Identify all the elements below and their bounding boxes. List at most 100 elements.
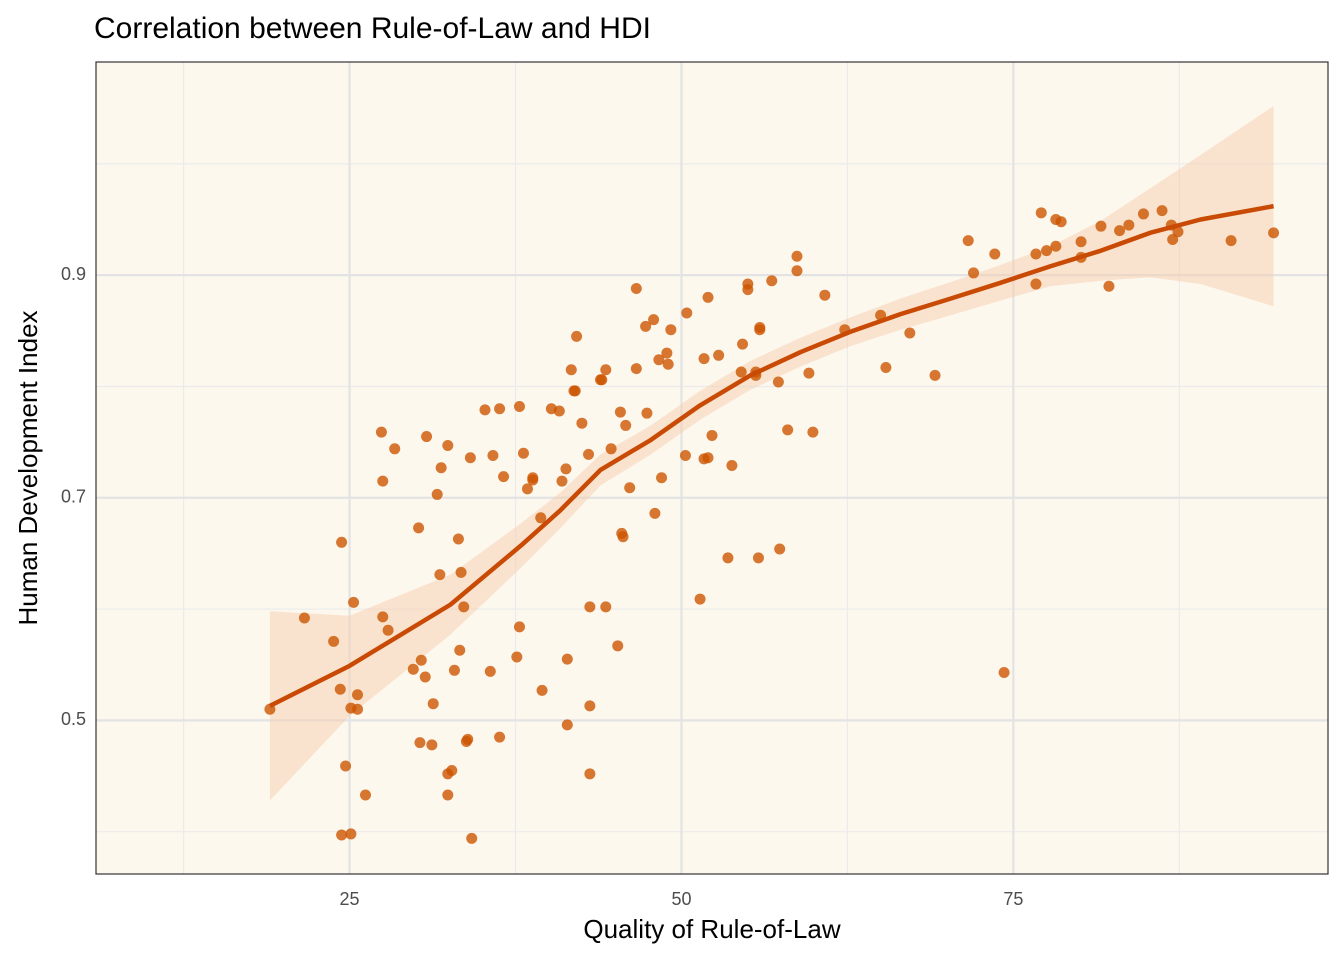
point	[565, 364, 577, 376]
confidence-band	[269, 105, 1274, 801]
point	[556, 475, 568, 487]
point	[517, 447, 529, 459]
point	[600, 601, 612, 613]
point	[766, 275, 778, 287]
point	[752, 552, 764, 564]
plot-border	[95, 61, 1329, 875]
point	[536, 684, 548, 696]
point	[754, 324, 766, 336]
x-tick-label: 75	[1003, 889, 1023, 909]
point	[435, 462, 447, 474]
point	[1035, 207, 1047, 219]
point	[377, 611, 389, 623]
point	[348, 596, 360, 608]
point	[462, 733, 474, 745]
point	[1095, 220, 1107, 232]
point	[681, 307, 693, 319]
point	[648, 314, 660, 326]
point	[620, 419, 632, 431]
point	[819, 289, 831, 301]
trend-line	[268, 203, 1274, 708]
point	[1055, 216, 1067, 228]
point	[514, 401, 525, 413]
point	[561, 719, 573, 731]
point	[614, 406, 626, 418]
point	[484, 665, 496, 677]
point	[722, 552, 734, 564]
point	[989, 248, 1001, 260]
y-tick-label: 0.7	[61, 487, 86, 507]
point	[479, 404, 491, 416]
point	[605, 443, 617, 455]
point	[569, 385, 581, 397]
point	[641, 407, 653, 419]
point	[454, 644, 466, 656]
point	[630, 283, 642, 295]
point	[576, 417, 588, 429]
point	[340, 760, 352, 772]
point	[407, 663, 419, 675]
point	[584, 768, 596, 780]
point	[464, 452, 476, 464]
point	[458, 601, 470, 613]
point	[791, 250, 803, 262]
point	[448, 664, 460, 676]
point	[415, 654, 427, 666]
point	[1030, 248, 1042, 260]
point	[1075, 236, 1087, 248]
point	[421, 431, 433, 443]
point	[1114, 225, 1126, 237]
x-axis-label: Quality of Rule-of-Law	[583, 914, 840, 944]
y-axis-label: Human Development Index	[13, 310, 43, 625]
point	[713, 349, 725, 361]
point	[382, 624, 394, 636]
point	[1137, 208, 1149, 220]
point	[527, 472, 539, 484]
point	[455, 566, 467, 578]
point	[617, 531, 629, 543]
point	[521, 483, 533, 495]
point	[494, 731, 506, 743]
point	[431, 488, 443, 500]
point	[880, 362, 892, 374]
point	[772, 376, 784, 388]
point	[561, 653, 573, 665]
point	[345, 828, 357, 840]
point	[560, 463, 572, 475]
point	[1103, 280, 1115, 292]
point	[535, 512, 547, 524]
point	[375, 426, 387, 438]
point	[442, 789, 454, 801]
point	[352, 703, 364, 715]
point	[498, 471, 510, 483]
point	[774, 543, 786, 555]
point	[584, 700, 596, 712]
point	[640, 320, 652, 332]
point	[807, 426, 819, 438]
point	[1050, 240, 1062, 252]
point	[452, 533, 464, 545]
x-tick-label: 50	[671, 889, 691, 909]
y-tick-label: 0.9	[61, 264, 86, 284]
point	[352, 689, 364, 701]
point	[665, 324, 677, 336]
plot-background	[96, 62, 1328, 874]
chart-title: Correlation between Rule-of-Law and HDI	[94, 12, 651, 45]
point	[968, 267, 980, 279]
point	[737, 338, 749, 350]
point	[612, 640, 624, 652]
x-tick-label: 25	[340, 889, 360, 909]
point	[706, 429, 718, 441]
point	[446, 764, 458, 776]
point	[803, 367, 815, 379]
point	[1156, 205, 1168, 217]
point	[413, 522, 425, 534]
point	[624, 482, 636, 494]
point	[377, 475, 389, 487]
point	[596, 374, 608, 386]
point	[1225, 235, 1237, 247]
point	[434, 569, 446, 581]
point	[328, 635, 340, 647]
point	[583, 448, 595, 460]
